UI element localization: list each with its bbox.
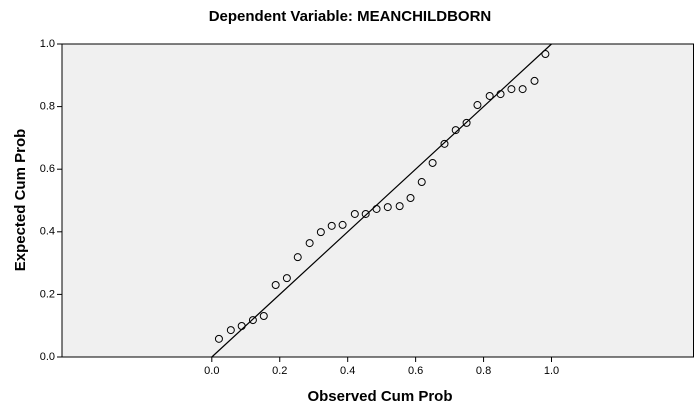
x-tick-label: 0.4	[340, 365, 355, 377]
point	[428, 158, 437, 167]
point	[518, 85, 527, 94]
y-tick-label: 0.4	[40, 226, 55, 238]
x-axis-title: Observed Cum Prob	[307, 388, 452, 405]
point	[485, 91, 494, 100]
point	[496, 90, 505, 99]
y-tick-label: 1.0	[40, 38, 55, 50]
point	[293, 253, 302, 262]
point	[282, 274, 291, 283]
point	[451, 126, 460, 135]
point	[338, 220, 347, 229]
y-tick-label: 0.2	[40, 288, 55, 300]
point	[316, 228, 325, 237]
point	[417, 178, 426, 187]
point	[237, 322, 246, 331]
point	[541, 50, 550, 59]
plot-area	[61, 43, 694, 358]
point	[271, 281, 280, 290]
point	[383, 203, 392, 212]
x-tick-label: 0.2	[272, 365, 287, 377]
point	[361, 209, 370, 218]
x-tick-label: 0.6	[408, 365, 423, 377]
y-tick-label: 0.0	[40, 351, 55, 363]
point	[350, 209, 359, 218]
y-axis-title: Expected Cum Prob	[12, 129, 29, 272]
y-tick-label: 0.8	[40, 101, 55, 113]
point	[462, 118, 471, 127]
point	[440, 139, 449, 148]
point	[259, 311, 268, 320]
point	[327, 221, 336, 230]
point	[473, 101, 482, 110]
point	[372, 204, 381, 213]
x-tick-label: 0.0	[204, 365, 219, 377]
x-tick-label: 1.0	[544, 365, 559, 377]
point	[248, 316, 257, 325]
point	[406, 193, 415, 202]
point	[395, 202, 404, 211]
point	[226, 326, 235, 335]
y-tick-label: 0.6	[40, 163, 55, 175]
point	[214, 334, 223, 343]
reference-line	[211, 43, 552, 358]
point	[530, 76, 539, 85]
point	[507, 85, 516, 94]
x-tick-label: 0.8	[476, 365, 491, 377]
point	[305, 239, 314, 248]
chart-title: Dependent Variable: MEANCHILDBORN	[209, 8, 492, 25]
